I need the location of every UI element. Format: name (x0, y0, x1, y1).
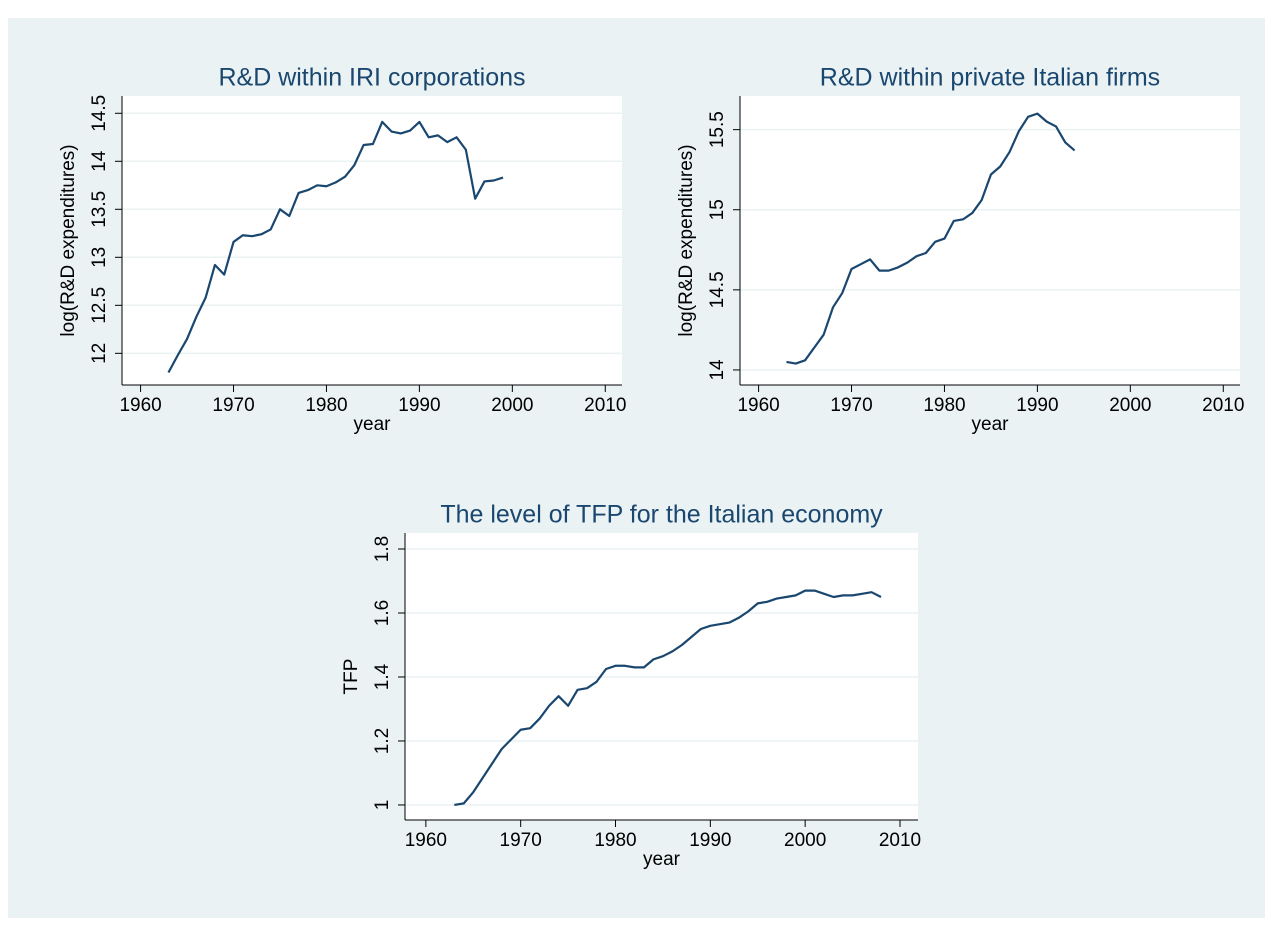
x-tick-label: 2000 (784, 830, 826, 851)
plot-area (740, 96, 1240, 385)
x-tick-label: 1980 (594, 830, 636, 851)
x-tick-label: 1970 (830, 395, 872, 416)
y-axis-label: log(R&D expenditures) (676, 144, 697, 336)
x-axis-label: year (643, 849, 681, 870)
x-tick-label: 1990 (1016, 395, 1058, 416)
y-tick-label: 12.5 (89, 287, 110, 324)
x-tick-label: 1980 (305, 395, 347, 416)
y-tick-label: 13.5 (89, 191, 110, 228)
x-tick-label: 2010 (879, 830, 921, 851)
x-tick-label: 2000 (491, 395, 533, 416)
x-tick-label: 1960 (737, 395, 779, 416)
y-tick-label: 1.8 (372, 536, 393, 562)
x-tick-label: 1970 (212, 395, 254, 416)
y-tick-label: 13 (89, 247, 110, 268)
x-tick-label: 2000 (1109, 395, 1151, 416)
data-line (454, 589, 882, 807)
x-tick-label: 1970 (500, 830, 542, 851)
x-tick-label: 1960 (119, 395, 161, 416)
x-axis-label: year (972, 414, 1010, 435)
chart-title: The level of TFP for the Italian economy (440, 501, 883, 529)
chart-title: R&D within IRI corporations (218, 64, 525, 92)
y-tick-label: 1 (372, 800, 393, 811)
y-axis-label: log(R&D expenditures) (58, 144, 79, 336)
x-tick-label: 1980 (923, 395, 965, 416)
y-tick-label: 12 (89, 343, 110, 364)
y-tick-label: 14.5 (89, 95, 110, 132)
y-tick-label: 15.5 (707, 111, 728, 148)
y-axis-label: TFP (341, 659, 362, 695)
x-axis-label: year (354, 414, 392, 435)
y-tick-label: 14.5 (707, 271, 728, 308)
y-tick-label: 1.4 (372, 663, 393, 690)
x-tick-label: 1990 (689, 830, 731, 851)
x-tick-label: 2010 (584, 395, 626, 416)
data-line (786, 112, 1076, 365)
y-tick-label: 1.6 (372, 600, 393, 626)
plot-area (122, 96, 622, 385)
y-tick-label: 14 (89, 150, 110, 172)
x-tick-label: 1990 (398, 395, 440, 416)
x-tick-label: 2010 (1202, 395, 1244, 416)
x-tick-label: 1960 (405, 830, 447, 851)
chart-title: R&D within private Italian firms (820, 64, 1160, 92)
y-tick-label: 14 (707, 359, 728, 381)
y-tick-label: 1.2 (372, 728, 393, 754)
y-tick-label: 15 (707, 199, 728, 220)
data-line (167, 120, 504, 374)
